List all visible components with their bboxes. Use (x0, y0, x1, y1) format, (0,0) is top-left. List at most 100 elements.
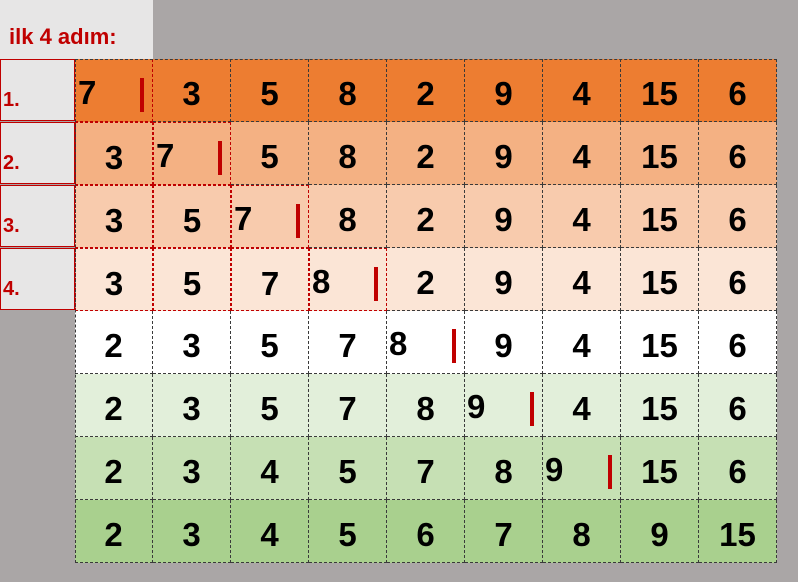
cell-value: 8 (389, 325, 408, 362)
step-label: 3. (0, 185, 75, 247)
grid-cell: 2 (75, 500, 153, 563)
cell-value: 7 (494, 516, 513, 553)
grid-cell: 7 (231, 248, 309, 311)
grid-cell: 7 (309, 374, 387, 437)
grid-cell: 9 (465, 374, 543, 437)
grid-cell: 15 (621, 122, 699, 185)
cell-value: 7 (338, 327, 357, 364)
grid-cell: 2 (75, 374, 153, 437)
title: ilk 4 adım: (0, 0, 153, 59)
grid-cell: 5 (231, 374, 309, 437)
cell-value: 7 (234, 200, 253, 237)
cell-value: 5 (260, 327, 279, 364)
cell-value: 5 (338, 453, 357, 490)
cell-value: 3 (182, 516, 201, 553)
grid-cell: 2 (387, 122, 465, 185)
grid-cell: 9 (465, 122, 543, 185)
cell-value: 15 (641, 138, 678, 175)
grid-cell: 3 (153, 437, 231, 500)
grid-cell: 4 (543, 59, 621, 122)
cell-value: 7 (260, 264, 280, 302)
cell-value: 8 (572, 516, 591, 553)
cell-value: 9 (494, 201, 513, 238)
cell-value: 7 (78, 74, 97, 111)
cell-value: 9 (494, 264, 513, 301)
cell-value: 3 (182, 453, 201, 490)
grid-cell: 4 (543, 248, 621, 311)
position-marker (140, 78, 144, 112)
step-label: 2. (0, 122, 75, 184)
cell-value: 4 (260, 516, 279, 553)
grid-cell: 6 (699, 248, 777, 311)
cell-value: 2 (104, 453, 123, 490)
grid-cell: 9 (465, 248, 543, 311)
cell-value: 7 (156, 137, 175, 174)
grid-cell: 8 (543, 500, 621, 563)
grid-cell: 4 (231, 437, 309, 500)
cell-value: 15 (641, 75, 678, 112)
cell-value: 4 (572, 390, 591, 427)
grid-cell: 9 (543, 437, 621, 500)
cell-value: 4 (572, 264, 591, 301)
cell-value: 2 (416, 138, 435, 175)
position-marker (452, 329, 456, 363)
cell-value: 7 (338, 390, 357, 427)
grid-cell: 3 (75, 185, 153, 248)
cell-value: 9 (545, 451, 564, 488)
cell-value: 9 (494, 327, 513, 364)
grid-cell: 15 (621, 248, 699, 311)
grid-cell: 6 (699, 374, 777, 437)
grid-cell: 5 (153, 185, 231, 248)
grid-cell: 9 (465, 185, 543, 248)
cell-value: 9 (494, 138, 513, 175)
cell-value: 5 (260, 138, 279, 175)
grid-cell: 2 (387, 59, 465, 122)
cell-value: 15 (641, 327, 678, 364)
cell-value: 15 (641, 201, 678, 238)
grid-cell: 7 (387, 437, 465, 500)
cell-value: 6 (728, 264, 747, 301)
position-marker (296, 204, 300, 238)
grid-cell: 4 (231, 500, 309, 563)
cell-value: 6 (728, 327, 747, 364)
cell-value: 6 (728, 138, 747, 175)
grid-cell: 15 (621, 374, 699, 437)
cell-value: 4 (260, 453, 279, 490)
cell-value: 8 (494, 453, 513, 490)
grid-cell: 2 (387, 185, 465, 248)
grid-cell: 7 (465, 500, 543, 563)
grid-cell: 2 (75, 311, 153, 374)
cell-value: 2 (416, 75, 435, 112)
grid-cell: 8 (387, 311, 465, 374)
cell-value: 4 (572, 138, 591, 175)
grid-cell: 4 (543, 185, 621, 248)
grid-cell: 8 (309, 122, 387, 185)
cell-value: 3 (104, 138, 124, 176)
cell-value: 7 (416, 453, 435, 490)
grid-cell: 3 (153, 311, 231, 374)
step-label: 1. (0, 59, 75, 121)
cell-value: 9 (650, 516, 669, 553)
cell-value: 6 (728, 201, 747, 238)
cell-value: 15 (641, 453, 678, 490)
cell-value: 5 (338, 516, 357, 553)
grid-cell: 6 (699, 59, 777, 122)
grid-cell: 8 (309, 248, 387, 311)
cell-value: 3 (104, 264, 124, 302)
cell-value: 15 (719, 516, 756, 553)
grid-cell: 15 (621, 185, 699, 248)
grid-cell: 4 (543, 122, 621, 185)
cell-value: 2 (416, 201, 435, 238)
grid-cell: 9 (465, 59, 543, 122)
grid-cell: 15 (699, 500, 777, 563)
grid-cell: 7 (75, 59, 153, 122)
cell-value: 15 (641, 264, 678, 301)
grid-cell: 6 (699, 437, 777, 500)
grid-cell: 9 (465, 311, 543, 374)
cell-value: 8 (416, 390, 435, 427)
position-marker (218, 141, 222, 175)
grid-cell: 8 (309, 185, 387, 248)
grid-cell: 15 (621, 59, 699, 122)
cell-value: 9 (467, 388, 486, 425)
position-marker (608, 455, 612, 489)
